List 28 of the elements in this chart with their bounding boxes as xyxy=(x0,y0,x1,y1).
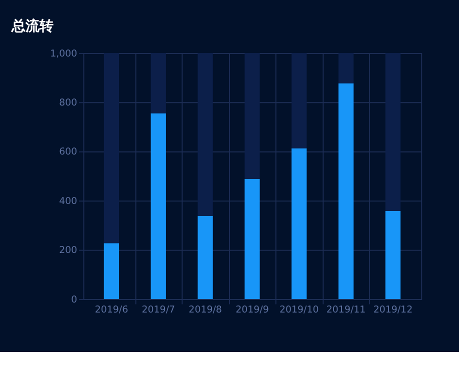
bar xyxy=(385,52,401,211)
bar xyxy=(244,178,260,300)
bar xyxy=(104,52,120,244)
x-tick-label: 2019/11 xyxy=(326,304,366,316)
x-tick-label: 2019/12 xyxy=(373,304,413,316)
bar xyxy=(150,52,166,114)
x-tick-label: 2019/8 xyxy=(188,304,222,316)
y-tick-label: 200 xyxy=(59,245,78,256)
y-tick-label: 0 xyxy=(71,294,78,306)
bar xyxy=(198,216,213,300)
bar xyxy=(385,210,401,300)
bar xyxy=(292,148,307,300)
x-tick-label: 2019/6 xyxy=(94,304,128,316)
x-tick-label: 2019/9 xyxy=(236,304,269,316)
x-tick-label: 2019/7 xyxy=(142,304,176,316)
bar xyxy=(338,52,354,84)
bar xyxy=(338,83,354,300)
y-tick-label: 400 xyxy=(59,196,78,207)
x-tick-label: 2019/10 xyxy=(279,304,319,316)
chart-title: 总流转 xyxy=(10,17,54,34)
y-tick-label: 800 xyxy=(59,97,78,108)
bar xyxy=(150,113,166,300)
bar xyxy=(292,52,307,148)
y-tick-label: 600 xyxy=(59,146,78,158)
bar xyxy=(104,243,120,300)
bar xyxy=(244,52,260,179)
y-tick-label: 1,000 xyxy=(50,48,78,60)
bar xyxy=(198,52,213,216)
